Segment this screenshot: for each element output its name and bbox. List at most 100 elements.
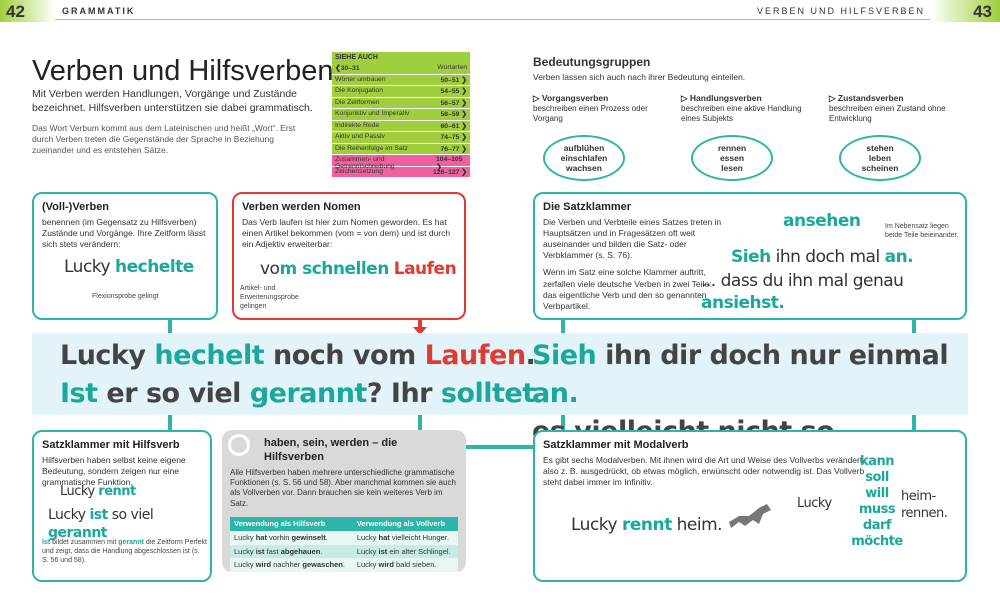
text-segment: . <box>342 560 345 570</box>
see-also-pages: 76–77 ❯ <box>440 145 467 153</box>
example-verb: rennen <box>717 143 747 153</box>
example-oval: stehen leben scheinen <box>839 135 921 181</box>
example: Lucky rennt heim. <box>571 514 723 536</box>
nomen-box: Verben werden Nomen Das Verb laufen ist … <box>232 192 466 320</box>
see-also-pages: 58–59 ❯ <box>440 111 467 118</box>
highlight: abgehauen <box>280 546 321 556</box>
see-also-row: Zeichensetzung 126–127 ❯ <box>332 166 470 178</box>
page-number: 43 <box>930 0 1000 22</box>
example-verb: lesen <box>721 163 743 174</box>
table-row: Lucky wird nachher gewaschen. Lucky wird … <box>230 558 458 573</box>
text-segment: . <box>325 532 328 542</box>
text-segment: ihn dir doch nur einmal <box>596 340 949 371</box>
example-verb: leben <box>868 153 892 164</box>
text-segment: Lucky <box>48 507 90 523</box>
box-text: benennen (im Gegensatz zu Hilfsverben) Z… <box>42 217 206 250</box>
highlight: gewinselt <box>291 532 326 542</box>
note: Im Nebensatz liegen beide Teile beieinan… <box>885 223 959 240</box>
table-cell: Lucky hat vorhin gewinselt. <box>230 530 353 545</box>
group-title: ▷ Zustandsverben <box>829 93 904 103</box>
modal-verb: soll <box>865 470 889 485</box>
table-row: Lucky ist fast abgehauen. Lucky ist ein a… <box>230 544 458 559</box>
see-also-pages: 54–55 ❯ <box>440 88 467 95</box>
subject: Lucky <box>797 496 832 511</box>
highlight: Sieh <box>532 340 597 371</box>
box-title: (Voll-)Verben <box>42 201 110 213</box>
text-segment: Lucky <box>234 560 256 570</box>
example-verb: essen <box>719 153 745 164</box>
band-left: Lucky hechelt noch vom Laufen. Ist er so … <box>60 337 536 413</box>
modalverb-box: Satzklammer mit Modalverb Es gibt sechs … <box>533 430 967 582</box>
table-cell: Lucky ist ein alter Schlingel. <box>352 544 458 559</box>
modals: kann soll will muss darf möchte <box>847 454 907 550</box>
modal-verb: will <box>865 486 889 501</box>
example-verb: scheinen <box>861 163 899 174</box>
see-also-row: ❮30–31 Wortarten <box>332 63 470 75</box>
connector <box>561 320 565 334</box>
see-also-label: Zeichensetzung <box>335 167 383 175</box>
text-segment: ein alter Schlingel. <box>387 546 451 556</box>
section: GRAMMATIK <box>62 6 136 16</box>
text-segment: vielleicht Hunger. <box>389 532 449 542</box>
text-segment: nachher <box>271 560 303 570</box>
group-title: ▷ Handlungsverben <box>681 93 762 103</box>
highlight: gerannt <box>249 378 368 409</box>
modal-verb: möchte <box>851 534 903 549</box>
header-cell: Verwendung als Vollverb <box>352 517 458 531</box>
see-also-label: Die Reihenfolge im Satz <box>335 144 408 152</box>
text-segment: Lucky <box>356 546 379 556</box>
example-word: ansehen <box>783 211 861 231</box>
highlight: wird <box>378 560 394 570</box>
table-cell: Lucky wird nachher gewaschen. <box>230 558 353 573</box>
example-verb: wachsen <box>566 163 602 174</box>
example: Lucky hechelte <box>64 256 194 278</box>
see-also-pages: 104–105 ❯ <box>436 156 463 171</box>
highlight: Sieh <box>731 247 771 267</box>
dog-icon <box>729 504 771 528</box>
hilfsverb-box: Satzklammer mit Hilfsverb Hilfsverben ha… <box>32 430 212 582</box>
title: Verben und Hilfsverben <box>32 55 334 87</box>
box-title: haben, sein, werden – die Hilfsverben <box>264 437 398 464</box>
box-text: Alle Hilfsverben haben mehrere unterschi… <box>230 467 456 508</box>
group: ▷ Zustandsverben beschreiben einen Zustan… <box>829 93 954 125</box>
example: ... dass du ihn mal genau ansiehst. <box>701 270 965 314</box>
see-also-pages: 126–127 ❯ <box>432 168 467 176</box>
vollverben-box: (Voll-)Verben benennen (im Gegensatz zu … <box>32 192 218 320</box>
see-also-label: Aktiv und Passiv <box>335 133 385 140</box>
section: VERBEN UND HILFSVERBEN <box>757 6 926 16</box>
header-cell: Verwendung als Hilfsverb <box>230 517 353 531</box>
intro: Mit Verben werden Handlungen, Vorgänge u… <box>32 88 313 114</box>
see-also-row: Die Reihenfolge im Satz 76–77 ❯ <box>332 143 470 155</box>
group-text: beschreiben einen Zustand ohne Entwicklu… <box>829 104 946 124</box>
see-also-pages: 60–61 ❯ <box>440 122 467 130</box>
see-also-row: Wörter umbauen 50–51 ❯ <box>332 74 470 86</box>
box-text: Das Verb laufen ist hier zum Nomen gewor… <box>242 217 451 250</box>
info-table: Verwendung als Hilfsverb Verwendung als V… <box>230 517 458 573</box>
table-row: Lucky hat vorhin gewinselt. Lucky hat vie… <box>230 530 458 545</box>
text-segment: fast <box>264 546 281 556</box>
highlight: Laufen <box>424 340 526 371</box>
box-title: Satzklammer mit Hilfsverb <box>42 439 180 451</box>
text-segment: noch vom <box>264 340 425 371</box>
text-segment: ihn doch mal <box>770 247 885 267</box>
example: Sieh ihn doch mal an. <box>731 246 914 268</box>
connector <box>418 415 422 431</box>
satzklammer-box: Die Satzklammer Die Verben und Verbteile… <box>533 192 967 320</box>
box-text: Wenn im Satz eine solche Klammer auftrit… <box>543 267 712 311</box>
highlight: ist <box>378 546 388 556</box>
see-also-label: Die Zeitformen <box>335 98 380 106</box>
highlight: gerannt <box>48 525 108 542</box>
see-also-label: Wortarten <box>437 64 467 71</box>
note: Ist bildet zusammen mit gerannt die Zeit… <box>42 538 207 565</box>
connector <box>912 320 916 334</box>
example-oval: aufblühen einschlafen wachsen <box>543 135 625 181</box>
band-line: Ist er so viel gerannt? Ihr solltet <box>60 375 535 413</box>
note: Flexionsprobe gelingt <box>92 293 159 300</box>
connector <box>912 415 916 431</box>
text-segment: Lucky <box>356 560 379 570</box>
text-segment: heim. <box>671 515 723 535</box>
connector <box>466 445 534 449</box>
groups-subtitle: Verben lassen sich auch nach ihrer Bedeu… <box>533 72 746 82</box>
note: Artikel- und Erweiterungsprobe gelingen <box>240 285 299 311</box>
